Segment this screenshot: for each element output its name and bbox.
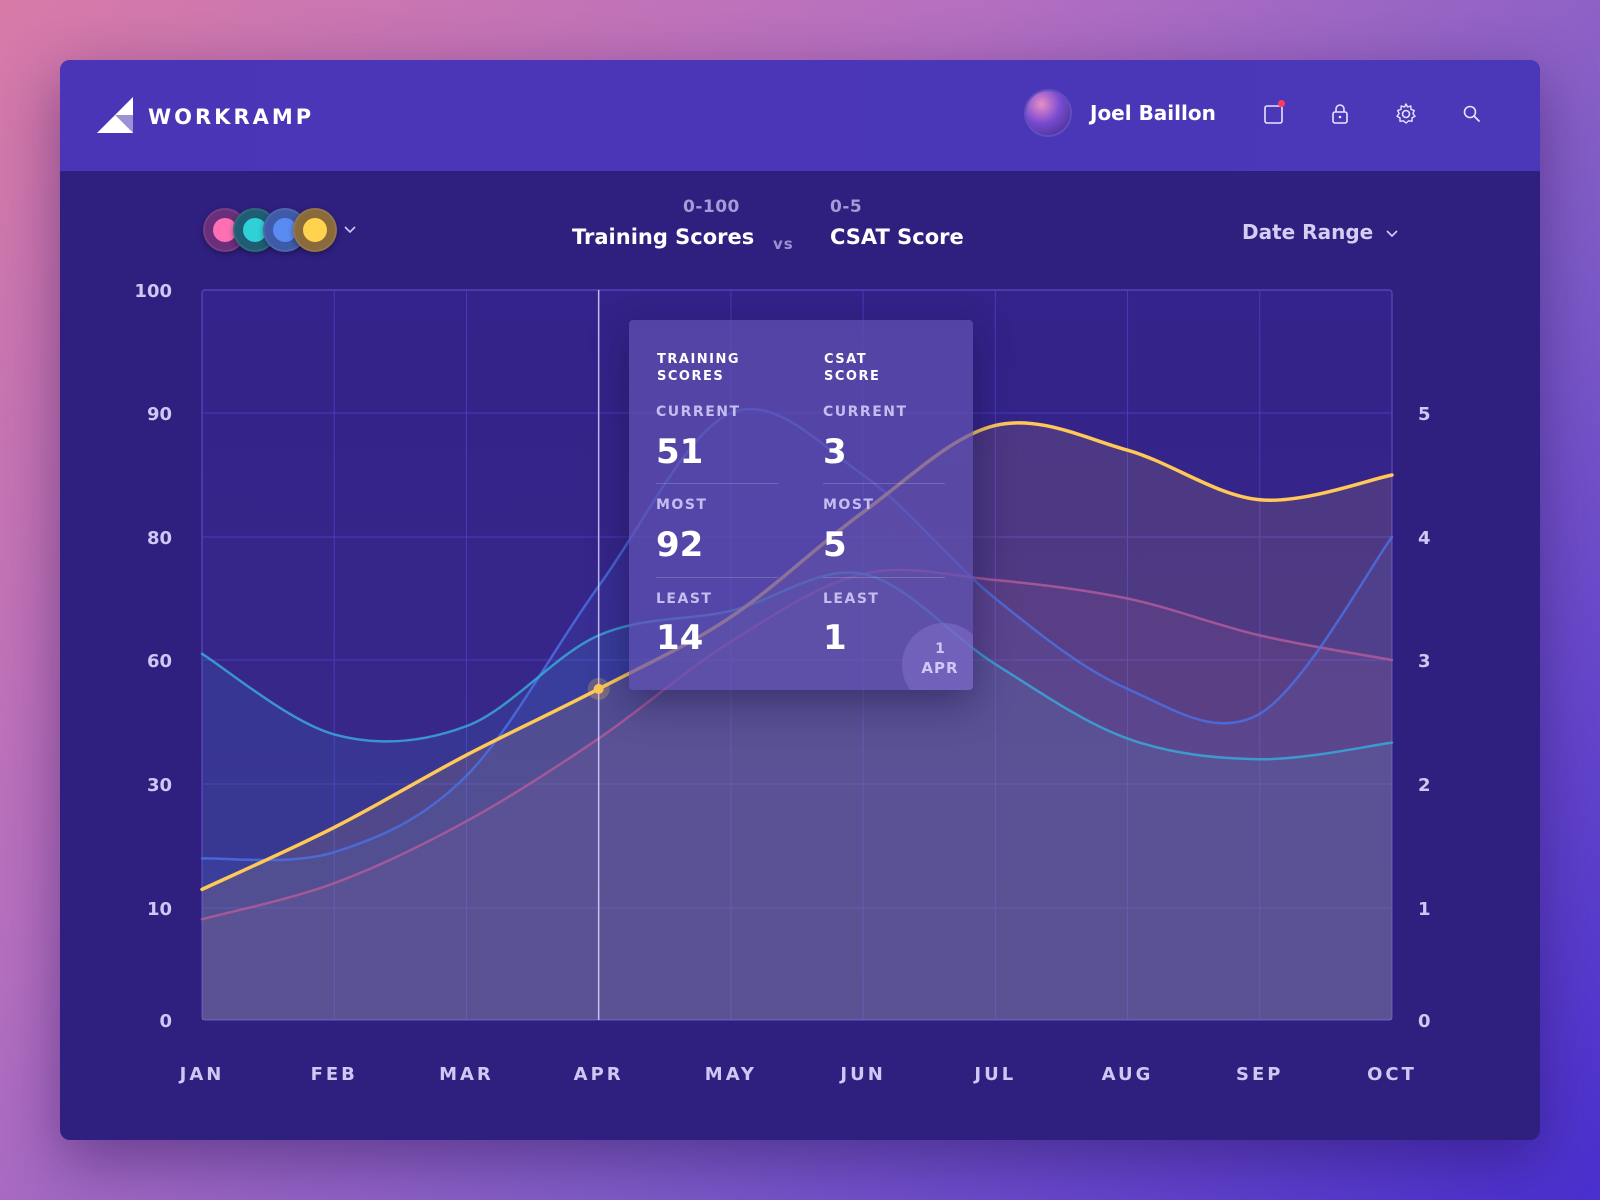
y-axis-left-tick-label: 60 bbox=[147, 651, 172, 672]
x-axis-tick-label: MAY bbox=[705, 1064, 757, 1085]
date-badge: 1 APR bbox=[902, 623, 973, 690]
most-value: 92 bbox=[656, 525, 704, 565]
series-area bbox=[202, 572, 1392, 1020]
date-month: APR bbox=[921, 659, 959, 677]
y-axis-left-tick-label: 0 bbox=[159, 1011, 172, 1032]
x-axis-tick-label: AUG bbox=[1102, 1064, 1154, 1085]
divider bbox=[656, 577, 778, 578]
divider bbox=[656, 483, 778, 484]
user-name[interactable]: Joel Baillon bbox=[1090, 101, 1216, 125]
current-label: CURRENT bbox=[823, 404, 908, 420]
tooltip-heading-line2: SCORE bbox=[824, 369, 881, 384]
cursor-marker bbox=[593, 683, 604, 694]
y-axis-right-tick-label: 1 bbox=[1418, 899, 1431, 920]
x-axis-tick-label: JUL bbox=[972, 1064, 1016, 1085]
workramp-logo-icon bbox=[97, 97, 133, 133]
current-label: CURRENT bbox=[656, 404, 741, 420]
x-axis-tick-label: OCT bbox=[1367, 1064, 1417, 1085]
user-avatar[interactable] bbox=[1026, 91, 1070, 135]
least-label: LEAST bbox=[823, 591, 880, 607]
least-value: 14 bbox=[656, 618, 704, 658]
csat-range: 0-5 bbox=[830, 197, 863, 217]
series-area bbox=[202, 422, 1392, 1021]
x-axis-tick-label: JUN bbox=[838, 1064, 885, 1085]
chevron-down-icon bbox=[1386, 229, 1398, 237]
most-value: 5 bbox=[823, 525, 847, 565]
tooltip-heading-line2: SCORES bbox=[657, 369, 725, 384]
current-value: 51 bbox=[656, 432, 704, 472]
divider bbox=[823, 483, 945, 484]
y-axis-right-tick-label: 5 bbox=[1418, 404, 1431, 425]
data-tooltip: TRAINING SCORES CURRENT 51 MOST 92 LEAST … bbox=[629, 320, 973, 690]
most-label: MOST bbox=[823, 497, 875, 513]
divider bbox=[823, 577, 945, 578]
date-range-label: Date Range bbox=[1242, 220, 1374, 244]
team-selector[interactable] bbox=[203, 208, 363, 256]
notification-badge bbox=[1278, 100, 1285, 107]
top-bar: WORKRAMP Joel Baillon bbox=[60, 60, 1540, 171]
least-label: LEAST bbox=[656, 591, 713, 607]
csat-metric-title[interactable]: CSAT Score bbox=[830, 225, 964, 249]
y-axis-left-tick-label: 30 bbox=[147, 775, 172, 796]
dashboard-card: WORKRAMP Joel Baillon 0-100 Training Sco… bbox=[60, 60, 1540, 1140]
tooltip-heading-line1: CSAT bbox=[824, 352, 868, 367]
gear-icon[interactable] bbox=[1394, 102, 1418, 126]
training-metric-title[interactable]: Training Scores bbox=[572, 225, 755, 249]
series-area bbox=[202, 408, 1392, 1020]
x-axis-tick-label: APR bbox=[574, 1064, 624, 1085]
y-axis-right-tick-label: 4 bbox=[1418, 528, 1431, 549]
least-value: 1 bbox=[823, 618, 847, 658]
tooltip-heading-line1: TRAINING bbox=[657, 352, 741, 367]
search-icon[interactable] bbox=[1460, 102, 1484, 126]
x-axis-tick-label: SEP bbox=[1236, 1064, 1283, 1085]
y-axis-left-tick-label: 80 bbox=[147, 528, 172, 549]
y-axis-left-tick-label: 100 bbox=[134, 281, 172, 302]
date-range-dropdown[interactable]: Date Range bbox=[1242, 220, 1398, 244]
date-day: 1 bbox=[935, 641, 945, 657]
training-range: 0-100 bbox=[683, 197, 740, 217]
series-area bbox=[202, 569, 1392, 1020]
team-avatar bbox=[293, 208, 337, 252]
y-axis-right-tick-label: 0 bbox=[1418, 1011, 1431, 1032]
y-axis-left-tick-label: 90 bbox=[147, 404, 172, 425]
y-axis-right-tick-label: 3 bbox=[1418, 651, 1431, 672]
current-value: 3 bbox=[823, 432, 847, 472]
lock-icon[interactable] bbox=[1328, 102, 1352, 126]
x-axis-tick-label: FEB bbox=[311, 1064, 358, 1085]
y-axis-left-tick-label: 10 bbox=[147, 899, 172, 920]
most-label: MOST bbox=[656, 497, 708, 513]
brand-name: WORKRAMP bbox=[148, 105, 315, 129]
y-axis-right-tick-label: 2 bbox=[1418, 775, 1431, 796]
tooltip-heading: CSAT SCORE bbox=[824, 351, 954, 385]
x-axis-tick-label: JAN bbox=[178, 1064, 225, 1085]
vs-label: vs bbox=[773, 235, 794, 253]
chevron-down-icon[interactable] bbox=[344, 226, 356, 234]
x-axis-tick-label: MAR bbox=[439, 1064, 494, 1085]
tooltip-heading: TRAINING SCORES bbox=[657, 351, 787, 385]
notification-icon[interactable] bbox=[1262, 100, 1286, 126]
